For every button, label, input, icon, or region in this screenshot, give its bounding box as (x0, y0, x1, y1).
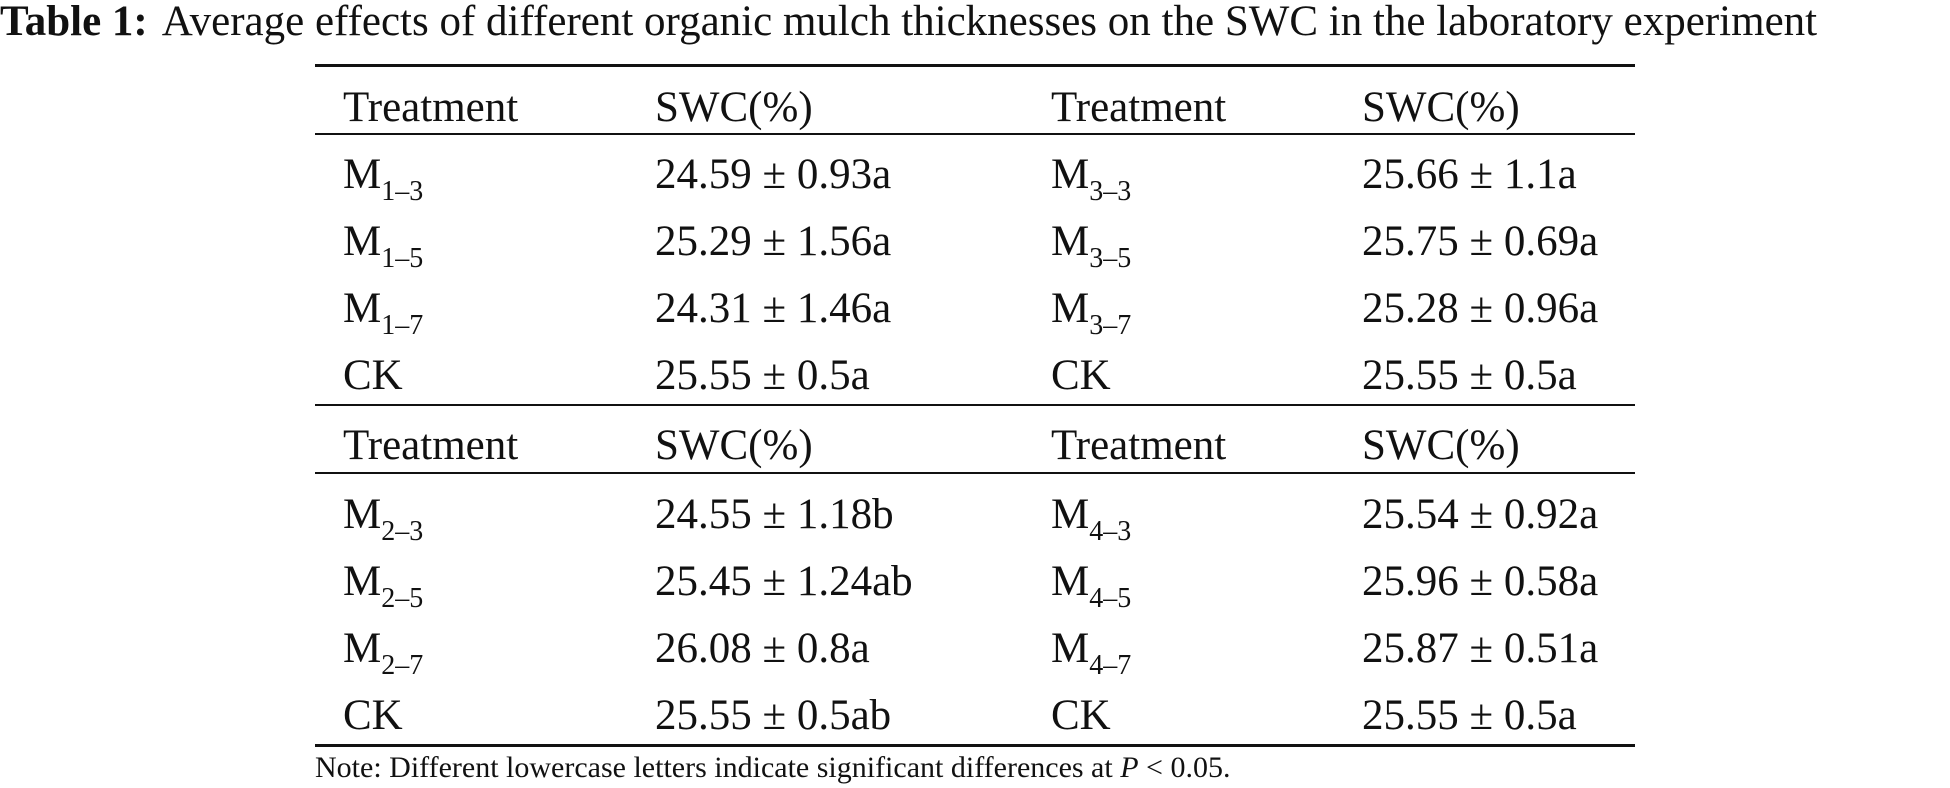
table-bottom-rule (315, 744, 1635, 747)
treatment-cell: M4–5 (1051, 558, 1132, 614)
treatment-cell: CK (1051, 352, 1111, 399)
note-p-variable: P (1120, 751, 1139, 784)
swc-value: 25.28 ± 0.96a (1362, 285, 1599, 332)
swc-value: 25.55 ± 0.5a (655, 352, 870, 399)
treatment-cell: M4–7 (1051, 625, 1132, 681)
treatment-cell: M1–7 (343, 285, 424, 341)
table-note: Note: Different lowercase letters indica… (315, 750, 1230, 786)
swc-value: 24.31 ± 1.46a (655, 285, 892, 332)
treatment-cell: M1–5 (343, 218, 424, 274)
header-rule-1 (315, 133, 1635, 135)
table-top-rule (315, 64, 1635, 67)
header-treatment-3: Treatment (343, 422, 519, 469)
header-swc-4: SWC(%) (1362, 422, 1520, 469)
header-treatment-4: Treatment (1051, 422, 1227, 469)
swc-value: 25.55 ± 0.5a (1362, 692, 1577, 739)
treatment-cell: M3–3 (1051, 151, 1132, 207)
swc-value: 25.29 ± 1.56a (655, 218, 892, 265)
treatment-cell: CK (343, 692, 403, 739)
treatment-cell: M4–3 (1051, 491, 1132, 547)
treatment-cell: M3–7 (1051, 285, 1132, 341)
header-swc-1: SWC(%) (655, 84, 813, 131)
swc-value: 26.08 ± 0.8a (655, 625, 870, 672)
swc-value: 25.75 ± 0.69a (1362, 218, 1599, 265)
swc-value: 25.96 ± 0.58a (1362, 558, 1599, 605)
swc-value: 24.55 ± 1.18b (655, 491, 894, 538)
treatment-cell: M2–5 (343, 558, 424, 614)
treatment-cell: CK (1051, 692, 1111, 739)
header-swc-2: SWC(%) (1362, 84, 1520, 131)
swc-value: 25.55 ± 0.5ab (655, 692, 892, 739)
swc-value: 25.54 ± 0.92a (1362, 491, 1599, 538)
treatment-cell: M2–7 (343, 625, 424, 681)
swc-value: 25.55 ± 0.5a (1362, 352, 1577, 399)
header-treatment-2: Treatment (1051, 84, 1227, 131)
header-treatment-1: Treatment (343, 84, 519, 131)
treatment-cell: CK (343, 352, 403, 399)
header-swc-3: SWC(%) (655, 422, 813, 469)
table-caption: Table 1: Average effects of different org… (0, 0, 1950, 60)
caption-label: Table 1: (0, 0, 148, 45)
note-suffix: < 0.05. (1138, 751, 1231, 784)
swc-value: 25.66 ± 1.1a (1362, 151, 1577, 198)
treatment-cell: M3–5 (1051, 218, 1132, 274)
swc-value: 25.45 ± 1.24ab (655, 558, 913, 605)
treatment-cell: M2–3 (343, 491, 424, 547)
note-prefix: Note: Different lowercase letters indica… (315, 751, 1121, 784)
block-divider-rule (315, 404, 1635, 406)
caption-text: Average effects of different organic mul… (161, 0, 1818, 45)
swc-value: 25.87 ± 0.51a (1362, 625, 1599, 672)
header-rule-2 (315, 472, 1635, 474)
swc-value: 24.59 ± 0.93a (655, 151, 892, 198)
treatment-cell: M1–3 (343, 151, 424, 207)
